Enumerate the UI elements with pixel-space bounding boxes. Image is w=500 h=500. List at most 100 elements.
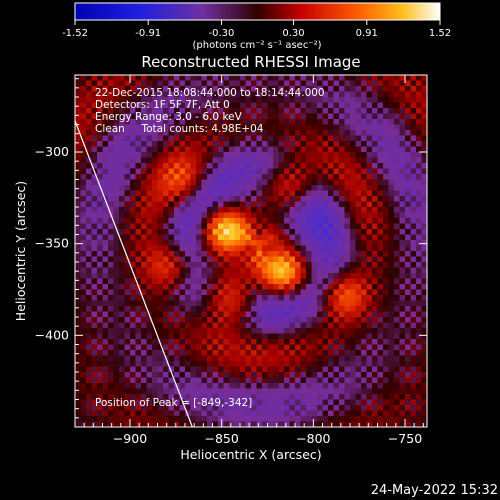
heatmap-cell: [350, 328, 356, 334]
heatmap-cell: [124, 273, 131, 279]
heatmap-cell: [245, 157, 252, 164]
heatmap-cell: [361, 355, 367, 362]
heatmap-cell: [251, 377, 257, 384]
heatmap-cell: [75, 218, 81, 224]
heatmap-cell: [372, 168, 378, 175]
heatmap-cell: [91, 141, 98, 147]
heatmap-cell: [97, 366, 103, 373]
heatmap-cell: [97, 141, 103, 147]
heatmap-cell: [306, 108, 312, 114]
heatmap-cell: [350, 388, 356, 395]
heatmap-cell: [366, 168, 373, 175]
heatmap-cell: [207, 97, 213, 103]
heatmap-cell: [168, 388, 175, 395]
heatmap-cell: [80, 130, 87, 136]
heatmap-cell: [212, 251, 219, 257]
heatmap-cell: [267, 163, 274, 169]
heatmap-cell: [135, 234, 142, 241]
heatmap-cell: [410, 399, 417, 406]
heatmap-cell: [75, 267, 81, 274]
heatmap-cell: [267, 113, 274, 120]
heatmap-cell: [218, 108, 224, 114]
heatmap-cell: [212, 196, 219, 202]
heatmap-cell: [218, 421, 224, 427]
heatmap-cell: [80, 399, 87, 406]
heatmap-cell: [80, 328, 87, 334]
heatmap-cell: [339, 229, 345, 235]
heatmap-cell: [405, 344, 411, 351]
heatmap-cell: [168, 163, 175, 169]
heatmap-cell: [91, 218, 98, 224]
heatmap-cell: [355, 405, 362, 411]
heatmap-cell: [201, 355, 208, 362]
heatmap-cell: [229, 75, 235, 81]
heatmap-cell: [135, 102, 142, 109]
heatmap-cell: [75, 141, 81, 147]
heatmap-cell: [223, 311, 230, 318]
heatmap-cell: [416, 344, 422, 351]
heatmap-cell: [190, 372, 197, 378]
heatmap-cell: [377, 102, 384, 109]
heatmap-cell: [168, 383, 175, 389]
heatmap-cell: [174, 108, 180, 114]
heatmap-cell: [86, 273, 92, 279]
heatmap-cell: [124, 311, 131, 318]
heatmap-cell: [394, 289, 400, 296]
heatmap-cell: [146, 86, 153, 92]
heatmap-cell: [185, 333, 191, 340]
heatmap-cell: [295, 377, 301, 384]
heatmap-cell: [212, 212, 219, 219]
heatmap-cell: [350, 377, 356, 384]
heatmap-cell: [135, 278, 142, 285]
heatmap-cell: [262, 229, 268, 235]
heatmap-cell: [278, 240, 285, 246]
heatmap-cell: [383, 410, 389, 417]
heatmap-cell: [130, 410, 136, 417]
heatmap-cell: [119, 416, 125, 422]
heatmap-cell: [135, 135, 142, 142]
heatmap-cell: [218, 256, 224, 263]
heatmap-cell: [174, 295, 180, 301]
heatmap-cell: [212, 152, 219, 158]
heatmap-cell: [212, 278, 219, 285]
heatmap-cell: [350, 267, 356, 274]
heatmap-cell: [383, 201, 389, 208]
heatmap-cell: [240, 152, 246, 158]
heatmap-cell: [262, 174, 268, 180]
heatmap-cell: [190, 80, 197, 87]
heatmap-cell: [300, 377, 307, 384]
heatmap-cell: [377, 311, 384, 318]
heatmap-cell: [179, 306, 186, 312]
heatmap-cell: [322, 157, 329, 164]
heatmap-cell: [124, 317, 131, 323]
heatmap-cell: [218, 190, 224, 197]
heatmap-cell: [377, 295, 384, 301]
heatmap-cell: [355, 135, 362, 142]
heatmap-cell: [361, 108, 367, 114]
heatmap-cell: [146, 108, 153, 114]
heatmap-cell: [75, 212, 81, 219]
heatmap-cell: [218, 394, 224, 400]
heatmap-cell: [185, 322, 191, 329]
heatmap-cell: [322, 256, 329, 263]
heatmap-cell: [86, 124, 92, 131]
heatmap-cell: [75, 344, 81, 351]
heatmap-cell: [350, 372, 356, 378]
heatmap-cell: [212, 355, 219, 362]
heatmap-cell: [201, 179, 208, 186]
heatmap-cell: [256, 322, 263, 329]
heatmap-cell: [201, 328, 208, 334]
heatmap-cell: [245, 388, 252, 395]
heatmap-cell: [108, 207, 114, 213]
heatmap-cell: [328, 163, 334, 169]
heatmap-cell: [311, 196, 318, 202]
heatmap-cell: [207, 350, 213, 356]
heatmap-cell: [157, 410, 164, 417]
heatmap-cell: [168, 333, 175, 340]
heatmap-cell: [141, 399, 147, 406]
heatmap-cell: [306, 339, 312, 345]
heatmap-cell: [130, 295, 136, 301]
heatmap-cell: [350, 135, 356, 142]
heatmap-cell: [322, 262, 329, 268]
heatmap-cell: [410, 289, 417, 296]
